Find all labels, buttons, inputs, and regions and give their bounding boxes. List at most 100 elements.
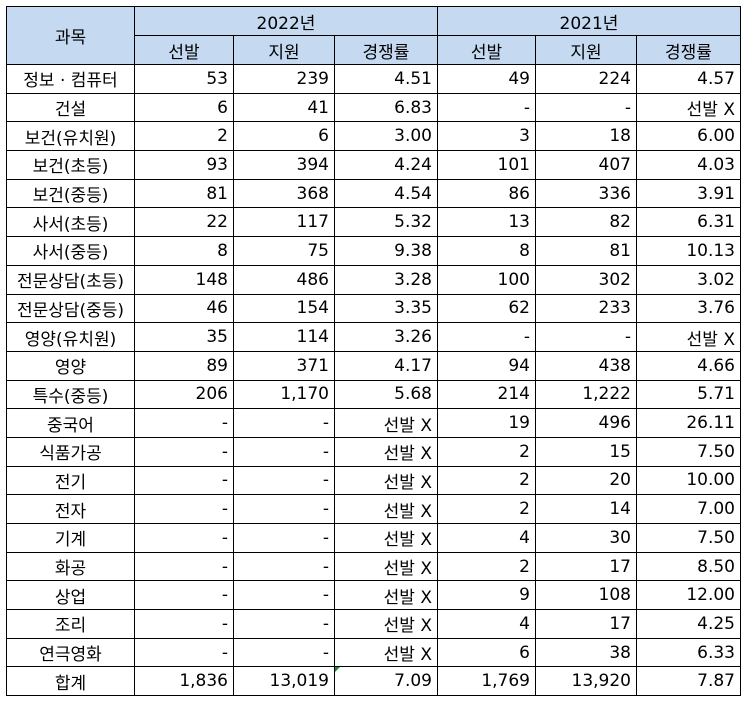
ratio-cell-2021: 4.57: [636, 64, 741, 94]
applicants-cell-2022: 486: [233, 264, 335, 295]
cell-value: 233: [598, 298, 631, 319]
cell-value: 13: [508, 212, 530, 233]
header-2022-selected: 선발: [134, 35, 234, 65]
cell-value: 1,769: [481, 671, 530, 692]
cell-value: 선발 X: [686, 329, 735, 350]
applicants-cell-2021: 233: [535, 293, 637, 324]
cell-value: 선발 X: [686, 100, 735, 121]
cell-value: 214: [497, 384, 530, 405]
applicants-cell-2021: 17: [535, 551, 637, 582]
cell-value: 선발 X: [383, 472, 432, 493]
selected-cell-2021: 6: [437, 637, 536, 668]
table-row: 식품가공 - - 선발 X 2 15 7.50: [6, 436, 741, 467]
ratio-cell-2022: 5.32: [334, 207, 438, 238]
cell-value: 14: [609, 499, 631, 520]
applicants-cell-2022: -: [233, 637, 335, 668]
table-body: 정보 · 컴퓨터 53 239 4.51 49 224 4.57 건설 6 41 6.83- - 선발 …: [6, 64, 741, 697]
ratio-cell-2022: 선발 X: [334, 637, 438, 668]
ratio-cell-2022: 3.00: [334, 121, 438, 152]
applicants-cell-2021: 17: [535, 609, 637, 639]
header-2021-applicants: 지원: [535, 35, 637, 65]
subject-cell: 정보 · 컴퓨터: [6, 64, 135, 94]
cell-value: 4.54: [394, 183, 432, 204]
subject-cell: 기계: [6, 523, 135, 553]
cell-value: 6.00: [697, 126, 735, 147]
cell-value: 75: [307, 240, 329, 261]
cell-value: -: [523, 97, 530, 118]
cell-value: 62: [508, 298, 530, 319]
cell-value: 81: [609, 240, 631, 261]
ratio-cell-2021: 7.50: [636, 436, 741, 467]
cell-value: 13,019: [269, 671, 329, 692]
cell-value: 3.26: [394, 327, 432, 348]
selected-cell-2022: 46: [134, 293, 234, 324]
cell-value: -: [221, 556, 228, 577]
ratio-cell-2021: 10.00: [636, 465, 741, 496]
cell-value: 239: [296, 68, 329, 89]
cell-value: 10.00: [686, 470, 735, 491]
selected-cell-2022: 35: [134, 322, 234, 352]
selected-cell-2022: 2: [134, 121, 234, 152]
cell-value: 302: [598, 269, 631, 290]
ratio-cell-2021: 8.50: [636, 551, 741, 582]
cell-value: -: [221, 441, 228, 462]
header-2022-applicants: 지원: [233, 35, 335, 65]
selected-cell-2021: 19: [437, 408, 536, 438]
cell-value: 3: [519, 126, 530, 147]
subject-cell: 건설: [6, 92, 135, 123]
subject-cell: 영양: [6, 350, 135, 381]
selected-cell-2021: 4: [437, 609, 536, 639]
table-row: 연극영화 - - 선발 X 6 38 6.33: [6, 637, 741, 668]
ratio-cell-2021: 7.00: [636, 494, 741, 524]
cell-value: 7.50: [697, 527, 735, 548]
cell-value: 18: [609, 126, 631, 147]
ratio-cell-2022: 5.68: [334, 379, 438, 410]
subject-cell: 전문상담(중등): [6, 293, 135, 324]
cell-value: 82: [609, 212, 631, 233]
table-row: 영양 89 371 4.17 94 438 4.66: [6, 350, 741, 381]
table-row: 영양(유치원) 35 114 3.26 - - 선발 X: [6, 322, 741, 352]
cell-value: 2: [519, 470, 530, 491]
ratio-cell-2022: 선발 X: [334, 523, 438, 553]
cell-value: -: [322, 642, 329, 663]
cell-value: 94: [508, 355, 530, 376]
cell-value: 선발 X: [383, 444, 432, 465]
ratio-cell-2021: 10.13: [636, 236, 741, 266]
selected-cell-2021: 214: [437, 379, 536, 410]
selected-cell-2022: -: [134, 609, 234, 639]
ratio-cell-2021: 6.00: [636, 121, 741, 152]
selected-cell-2021: 2: [437, 436, 536, 467]
selected-cell-2022: 8: [134, 236, 234, 266]
cell-value: 7.09: [394, 671, 432, 692]
competition-rate-table: 과목 2022년 2021년 선발 지원 경쟁률 선발 지원 경쟁률 정보 · …: [6, 6, 741, 697]
selected-cell-2021: 3: [437, 121, 536, 152]
subject-cell: 보건(초등): [6, 150, 135, 180]
cell-value: 206: [195, 384, 228, 405]
cell-value: 7.00: [697, 499, 735, 520]
cell-value: 선발 X: [383, 415, 432, 436]
applicants-cell-2022: 371: [233, 350, 335, 381]
table-row: 전문상담(초등) 148 486 3.28 100 302 3.02: [6, 264, 741, 295]
cell-value: 148: [195, 269, 228, 290]
cell-value: 20: [609, 470, 631, 491]
cell-value: -: [221, 585, 228, 606]
ratio-cell-2022: 7.09: [334, 666, 438, 697]
cell-value: 3.02: [697, 269, 735, 290]
applicants-cell-2021: 18: [535, 121, 637, 152]
cell-value: 6: [519, 642, 530, 663]
cell-value: 15: [609, 441, 631, 462]
applicants-cell-2021: 38: [535, 637, 637, 668]
cell-value: 496: [598, 413, 631, 434]
ratio-cell-2022: 6.83: [334, 92, 438, 123]
cell-value: 선발 X: [383, 530, 432, 551]
cell-value: 선발 X: [383, 559, 432, 580]
ratio-cell-2022: 4.54: [334, 178, 438, 209]
cell-value: 4.57: [697, 68, 735, 89]
ratio-cell-2022: 선발 X: [334, 609, 438, 639]
ratio-cell-2021: 4.25: [636, 609, 741, 639]
cell-value: 6.31: [697, 212, 735, 233]
selected-cell-2021: 101: [437, 150, 536, 180]
selected-cell-2022: 53: [134, 64, 234, 94]
cell-value: 394: [296, 154, 329, 175]
selected-cell-2021: 62: [437, 293, 536, 324]
